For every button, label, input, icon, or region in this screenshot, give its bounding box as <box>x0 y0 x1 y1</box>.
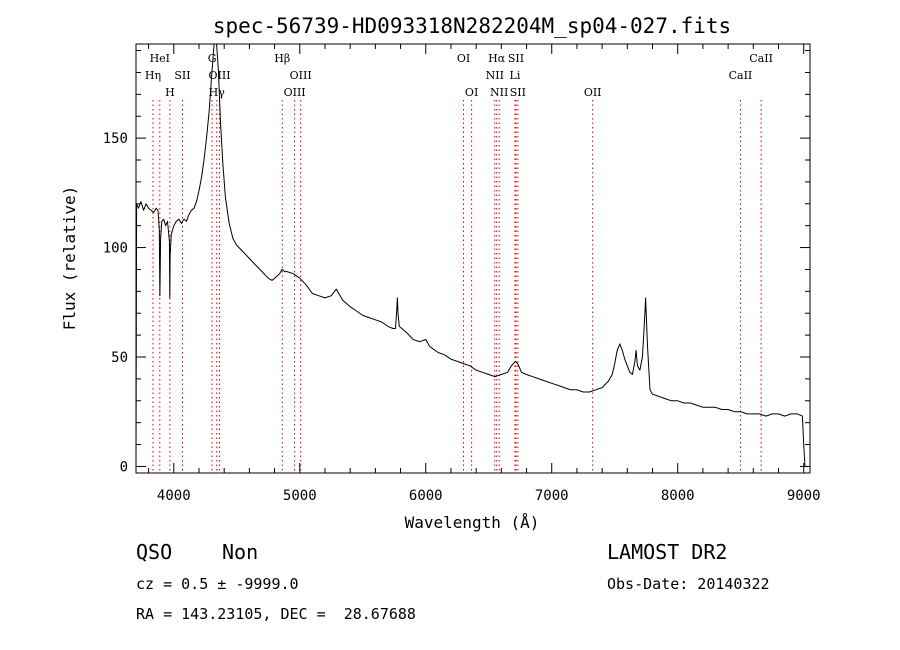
object-class: QSO <box>136 540 173 564</box>
marker-label-3: H <box>165 86 175 99</box>
y-axis-label: Flux (relative) <box>60 186 79 331</box>
marker-label-12: Hα <box>488 52 506 65</box>
obs-date: Obs-Date: 20140322 <box>607 575 770 593</box>
marker-label-8: OIII <box>290 69 312 82</box>
marker-label-15: Li <box>510 69 521 82</box>
marker-label-13: SII <box>508 52 524 65</box>
y-tick-label-0: 0 <box>120 459 128 475</box>
spectrum-line-0 <box>135 43 806 467</box>
x-tick-label-6000: 6000 <box>409 488 443 504</box>
marker-label-14: NII <box>486 69 504 82</box>
marker-label-10: OI <box>457 52 470 65</box>
x-axis-label: Wavelength (Å) <box>405 513 540 532</box>
marker-label-9: OIII <box>284 86 306 99</box>
marker-label-17: SII <box>510 86 526 99</box>
marker-label-19: CaII <box>749 52 773 65</box>
plot-frame <box>135 43 811 474</box>
spectrum-series <box>135 43 806 467</box>
marker-label-11: OI <box>465 86 478 99</box>
y-tick-label-100: 100 <box>103 241 128 257</box>
marker-label-1: Hη <box>145 69 161 82</box>
coordinates: RA = 143.23105, DEC = 28.67688 <box>136 605 416 623</box>
marker-label-18: OII <box>584 86 602 99</box>
survey-name: LAMOST DR2 <box>607 540 728 564</box>
y-tick-label-50: 50 <box>111 350 128 366</box>
x-tick-label-7000: 7000 <box>535 488 569 504</box>
marker-label-0: HeI <box>150 52 170 65</box>
marker-label-16: NII <box>490 86 508 99</box>
x-tick-label-8000: 8000 <box>661 488 695 504</box>
x-tick-label-4000: 4000 <box>157 488 191 504</box>
marker-label-7: Hβ <box>274 52 290 65</box>
x-tick-label-9000: 9000 <box>787 488 821 504</box>
y-axis-ticks: 0 50 100 150 <box>103 50 810 475</box>
marker-label-5: OIII <box>208 69 230 82</box>
marker-label-4: G <box>208 52 217 65</box>
x-axis-ticks: 4000 5000 6000 7000 8000 9000 <box>148 44 821 504</box>
object-subclass: Non <box>222 540 259 564</box>
x-tick-label-5000: 5000 <box>283 488 317 504</box>
y-tick-label-150: 150 <box>103 131 128 147</box>
marker-label-20: CaII <box>729 69 753 82</box>
marker-label-6: Hγ <box>209 86 226 99</box>
redshift-line: cz = 0.5 ± -9999.0 <box>136 575 299 593</box>
chart-title: spec-56739-HD093318N282204M_sp04-027.fit… <box>213 14 731 38</box>
marker-label-2: SII <box>174 69 190 82</box>
